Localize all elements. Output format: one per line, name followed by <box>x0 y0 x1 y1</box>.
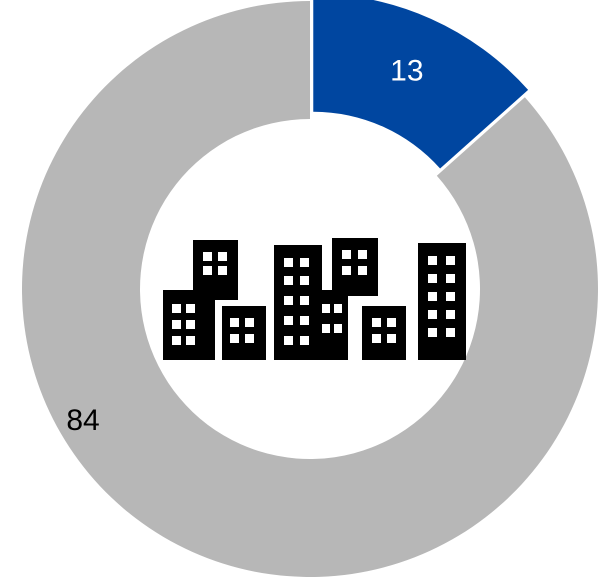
buildings-icon <box>163 238 466 360</box>
donut-segment <box>21 1 598 577</box>
donut-segment <box>313 0 529 169</box>
data-label: 84 <box>66 404 99 437</box>
data-label: 13 <box>390 55 423 88</box>
